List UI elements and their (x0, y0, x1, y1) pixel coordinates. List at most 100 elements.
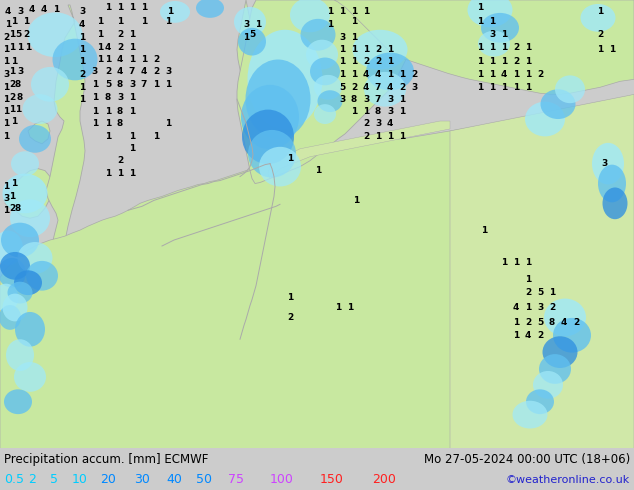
Ellipse shape (533, 371, 563, 399)
Text: 1: 1 (399, 132, 405, 142)
Text: 1: 1 (53, 5, 59, 14)
Text: 5: 5 (50, 473, 58, 487)
Text: 1: 1 (501, 57, 507, 66)
Text: 1: 1 (105, 3, 111, 12)
Text: 4: 4 (41, 5, 47, 14)
Text: 1: 1 (327, 20, 333, 29)
Text: 7: 7 (375, 83, 381, 92)
Ellipse shape (14, 362, 46, 392)
Text: 1: 1 (525, 83, 531, 92)
Text: 1: 1 (287, 293, 293, 302)
Text: 4: 4 (561, 318, 567, 327)
Ellipse shape (1, 222, 39, 257)
Text: 3: 3 (243, 20, 249, 29)
Ellipse shape (598, 165, 626, 202)
Ellipse shape (3, 173, 48, 213)
Text: 1: 1 (3, 182, 9, 191)
Text: 1: 1 (477, 70, 483, 79)
Text: 1: 1 (525, 258, 531, 268)
Text: 1: 1 (351, 57, 357, 66)
Text: 3: 3 (363, 95, 369, 104)
Ellipse shape (0, 252, 30, 280)
Ellipse shape (259, 147, 301, 187)
Text: 1: 1 (165, 120, 171, 128)
Text: 1: 1 (129, 30, 135, 39)
Text: 3: 3 (387, 107, 393, 116)
Text: 1: 1 (11, 57, 17, 66)
Text: 4: 4 (387, 120, 393, 128)
Polygon shape (334, 0, 634, 94)
Ellipse shape (526, 390, 554, 414)
Text: 1: 1 (79, 95, 85, 104)
Polygon shape (237, 0, 255, 89)
Ellipse shape (0, 284, 18, 312)
Text: 1: 1 (363, 107, 369, 116)
Text: 1: 1 (363, 45, 369, 54)
Text: 2: 2 (399, 83, 405, 92)
Text: 1: 1 (11, 17, 17, 26)
Text: 3: 3 (79, 7, 85, 16)
Text: 1: 1 (92, 120, 98, 128)
Text: 8: 8 (117, 80, 123, 89)
Ellipse shape (555, 75, 585, 103)
Text: 1: 1 (351, 33, 357, 42)
Polygon shape (46, 5, 85, 268)
Polygon shape (0, 94, 634, 448)
Polygon shape (28, 121, 50, 144)
Text: 1: 1 (79, 83, 85, 92)
Text: 1: 1 (339, 7, 345, 16)
Text: 1: 1 (165, 17, 171, 26)
Ellipse shape (301, 19, 335, 50)
Text: 5: 5 (105, 80, 111, 89)
Text: 4: 4 (513, 303, 519, 312)
Text: 3: 3 (411, 83, 417, 92)
Text: 1: 1 (351, 70, 357, 79)
Text: 200: 200 (372, 473, 396, 487)
Text: 5: 5 (15, 30, 21, 39)
Text: 1: 1 (92, 80, 98, 89)
Text: 2: 2 (117, 30, 123, 39)
Text: 1: 1 (129, 55, 135, 64)
Text: 1: 1 (387, 45, 393, 54)
Ellipse shape (53, 39, 98, 80)
Text: 1: 1 (489, 70, 495, 79)
Text: 3: 3 (17, 67, 23, 76)
Text: 1: 1 (339, 57, 345, 66)
Text: 3: 3 (3, 70, 9, 79)
Text: 5: 5 (537, 288, 543, 297)
Text: 1: 1 (525, 43, 531, 52)
Text: 1: 1 (105, 120, 111, 128)
Text: 1: 1 (3, 206, 9, 215)
Text: 50: 50 (196, 473, 212, 487)
Text: 30: 30 (134, 473, 150, 487)
Text: 2: 2 (549, 303, 555, 312)
Text: 1: 1 (9, 192, 15, 201)
Text: 4: 4 (375, 70, 381, 79)
Text: 1: 1 (489, 57, 495, 66)
Text: 1: 1 (525, 70, 531, 79)
Ellipse shape (160, 1, 190, 23)
Ellipse shape (238, 28, 266, 55)
Text: 1: 1 (141, 55, 147, 64)
Ellipse shape (481, 13, 519, 43)
Ellipse shape (15, 312, 45, 347)
Ellipse shape (0, 305, 21, 330)
Text: 3: 3 (489, 30, 495, 39)
Text: 8: 8 (375, 107, 381, 116)
Text: 1: 1 (501, 30, 507, 39)
Text: 1: 1 (129, 43, 135, 52)
Ellipse shape (31, 67, 69, 101)
Text: 1: 1 (11, 117, 17, 125)
Text: 1: 1 (3, 120, 9, 128)
Text: 1: 1 (25, 43, 31, 52)
Ellipse shape (241, 85, 299, 149)
Text: 1: 1 (489, 17, 495, 26)
Text: 1: 1 (477, 57, 483, 66)
Ellipse shape (26, 261, 58, 291)
Text: 2: 2 (3, 33, 9, 42)
Text: 1: 1 (129, 169, 135, 178)
Text: 4: 4 (387, 83, 393, 92)
Text: 1: 1 (347, 303, 353, 312)
Text: 1: 1 (513, 331, 519, 340)
Text: 100: 100 (270, 473, 294, 487)
